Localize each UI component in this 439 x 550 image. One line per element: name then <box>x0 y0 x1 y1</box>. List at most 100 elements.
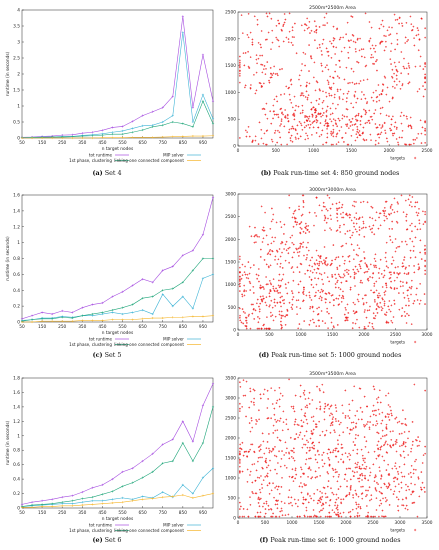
target-point <box>395 126 398 129</box>
x-tick-label: 3000 <box>395 520 406 526</box>
target-point <box>244 316 247 319</box>
target-point <box>379 107 382 110</box>
target-point <box>366 515 369 518</box>
data-point-mip_solver <box>201 476 205 479</box>
target-point <box>324 216 327 219</box>
target-point <box>245 322 248 324</box>
target-point <box>319 122 322 124</box>
target-point <box>358 465 361 468</box>
target-point <box>409 237 411 240</box>
target-point <box>372 224 375 227</box>
data-point-tot_runtime <box>81 306 84 309</box>
target-point <box>337 461 340 463</box>
target-point <box>335 493 338 496</box>
targets-chart-set6: 3500m*3500m Area050010001500200025003000… <box>225 371 433 532</box>
target-point <box>258 488 261 491</box>
target-point <box>305 484 308 486</box>
y-tick-label: 2500 <box>225 416 236 422</box>
target-point <box>365 111 368 114</box>
target-point <box>276 74 279 77</box>
target-point <box>359 506 362 508</box>
target-point <box>377 432 380 435</box>
target-point <box>309 469 312 471</box>
target-point <box>240 448 243 451</box>
target-point <box>361 472 363 475</box>
y-tick-label: 500 <box>228 496 236 502</box>
target-point <box>344 416 347 419</box>
target-point <box>268 508 270 511</box>
target-point <box>328 94 331 97</box>
target-point <box>402 265 405 268</box>
target-point <box>391 26 393 29</box>
target-point <box>421 462 424 464</box>
target-point <box>398 490 401 493</box>
target-point <box>312 515 315 518</box>
target-point <box>303 443 305 446</box>
target-point <box>258 477 261 479</box>
target-point <box>402 409 404 412</box>
target-point <box>407 198 410 201</box>
x-tick-label: 150 <box>38 324 46 330</box>
target-point <box>414 460 416 463</box>
target-point <box>356 514 359 517</box>
target-point <box>328 458 331 461</box>
target-point <box>356 268 359 271</box>
y-tick-label: 0.2 <box>13 491 20 497</box>
target-point <box>332 124 335 127</box>
target-point <box>336 27 339 30</box>
target-point <box>318 204 321 207</box>
target-point <box>316 385 318 388</box>
target-point <box>292 212 295 215</box>
target-point <box>257 496 260 499</box>
target-point <box>247 65 250 68</box>
target-point <box>323 246 326 248</box>
target-point <box>266 316 268 318</box>
data-point-linking <box>61 504 64 507</box>
target-point <box>238 282 241 285</box>
target-point <box>304 115 307 117</box>
x-tick-label: 50 <box>19 510 25 516</box>
target-point <box>344 415 347 417</box>
data-point-tot_runtime <box>121 125 124 128</box>
target-point <box>273 132 276 134</box>
target-point <box>279 136 282 139</box>
x-axis-label: n target nodes <box>102 330 134 336</box>
target-point <box>326 311 329 313</box>
target-point <box>322 503 325 506</box>
target-point <box>401 240 403 243</box>
target-point <box>353 205 356 208</box>
target-point <box>348 119 351 121</box>
data-point-mip_solver <box>131 311 134 314</box>
target-point <box>277 116 280 119</box>
target-point <box>246 273 249 276</box>
target-point <box>293 423 296 426</box>
target-point <box>344 269 346 272</box>
target-point <box>380 475 383 478</box>
target-point <box>284 441 287 444</box>
target-point <box>346 108 349 111</box>
target-point <box>365 102 368 105</box>
target-point <box>299 94 302 97</box>
target-point <box>352 310 355 312</box>
target-point <box>299 122 302 125</box>
target-point <box>321 129 324 132</box>
target-point <box>331 467 334 470</box>
target-point <box>283 93 286 95</box>
target-point <box>419 239 422 242</box>
target-point <box>289 139 292 142</box>
target-point <box>412 472 415 475</box>
target-point <box>375 509 378 511</box>
target-point <box>403 456 406 459</box>
target-point <box>330 94 333 97</box>
target-point <box>280 279 283 282</box>
target-point <box>361 463 364 466</box>
target-point <box>424 133 427 136</box>
target-point <box>346 426 349 429</box>
target-point <box>321 454 324 456</box>
target-point <box>416 201 419 204</box>
target-point <box>282 273 285 276</box>
target-point <box>413 265 415 267</box>
target-point <box>332 475 335 478</box>
target-point <box>312 310 315 313</box>
target-point <box>407 304 410 307</box>
